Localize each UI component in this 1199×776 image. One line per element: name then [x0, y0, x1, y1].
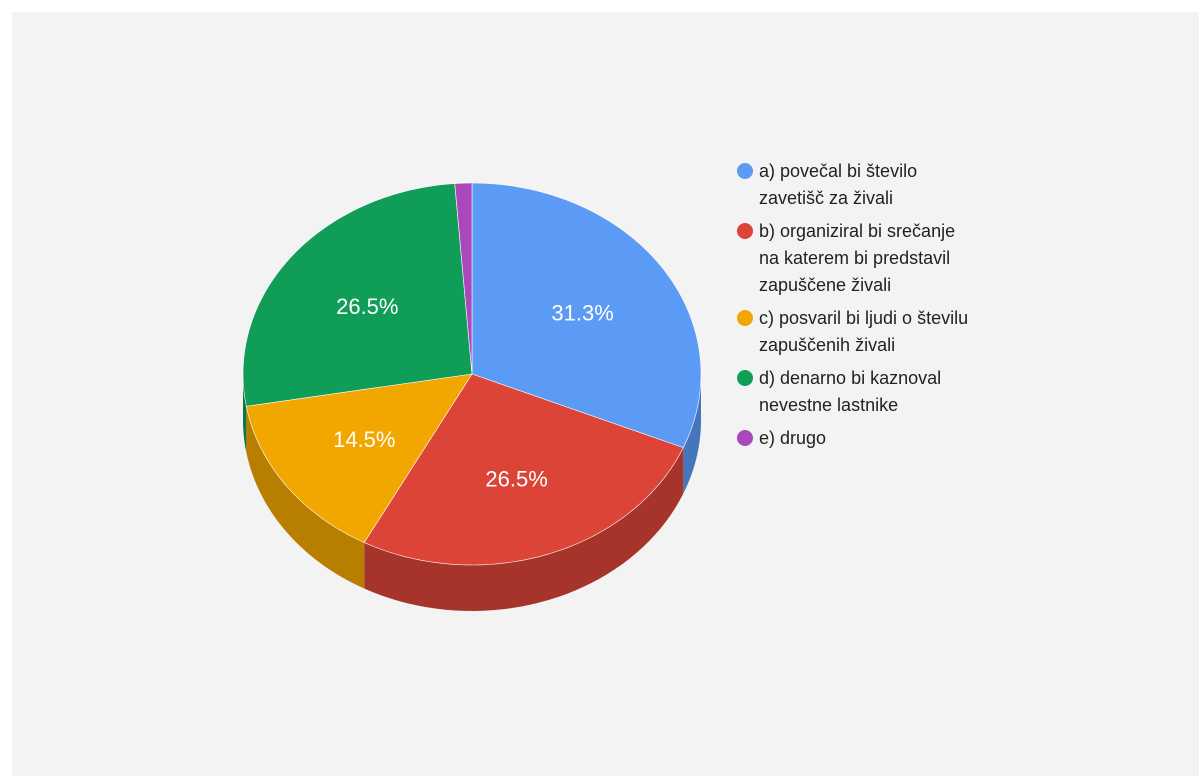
pie-top: [242, 182, 702, 566]
chart-area: 31.3% 26.5% 14.5% 26.5% a) povečal bi števi…: [12, 12, 1199, 776]
pie-slice[interactable]: [454, 182, 473, 375]
legend-item[interactable]: d) denarno bi kaznoval nevestne lastnike: [737, 365, 1037, 419]
pie-chart: 31.3% 26.5% 14.5% 26.5%: [242, 182, 702, 611]
legend-dot-icon: [737, 370, 753, 386]
legend: a) povečal bi število zavetišč za živali…: [737, 158, 1037, 458]
slice-percent-label: 26.5%: [336, 294, 398, 319]
legend-dot-icon: [737, 223, 753, 239]
legend-label: b) organiziral bi srečanje na katerem bi…: [759, 221, 956, 295]
pie-slice-side: [243, 374, 247, 453]
pie-slice-side: [246, 406, 365, 589]
pie-slice-side: [683, 374, 701, 494]
pie-slice[interactable]: [471, 182, 702, 449]
pie-slice[interactable]: [363, 373, 684, 566]
legend-label: d) denarno bi kaznoval nevestne lastnike: [759, 368, 942, 415]
pie-side-walls: [243, 374, 701, 611]
legend-label: a) povečal bi število zavetišč za živali: [759, 161, 918, 208]
legend-dot-icon: [737, 310, 753, 326]
legend-label: e) drugo: [759, 428, 827, 448]
pie-slice-side: [364, 447, 684, 611]
legend-item[interactable]: b) organiziral bi srečanje na katerem bi…: [737, 218, 1037, 299]
slice-percent-label: 26.5%: [485, 466, 547, 491]
legend-item[interactable]: a) povečal bi število zavetišč za živali: [737, 158, 1037, 212]
legend-label: c) posvaril bi ljudi o številu zapuščeni…: [759, 308, 969, 355]
legend-item[interactable]: c) posvaril bi ljudi o številu zapuščeni…: [737, 305, 1037, 359]
slice-percent-label: 14.5%: [333, 427, 395, 452]
legend-dot-icon: [737, 163, 753, 179]
legend-item[interactable]: e) drugo: [737, 425, 1037, 452]
legend-dot-icon: [737, 430, 753, 446]
pie-slice[interactable]: [245, 373, 473, 543]
pie-slice[interactable]: [242, 183, 473, 407]
slice-percent-label: 31.3%: [551, 301, 613, 326]
